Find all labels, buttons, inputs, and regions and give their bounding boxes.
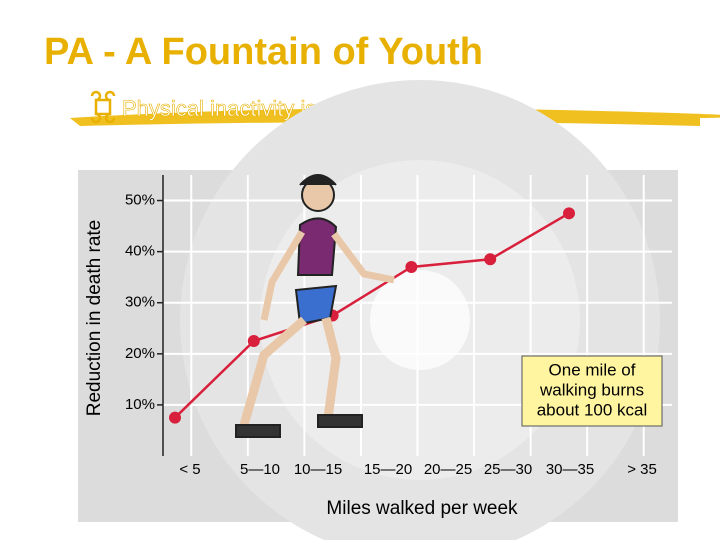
x-tick-label: > 35: [627, 461, 657, 478]
data-point: [405, 260, 418, 273]
data-point: [169, 411, 181, 424]
data-line: [174, 212, 570, 419]
y-axis-title: Reduction in death rate: [84, 220, 105, 416]
data-point: [247, 335, 260, 348]
x-tick-label: 10—15: [294, 461, 342, 478]
y-tick-label: 50%: [125, 192, 155, 209]
y-tick-label: 40%: [125, 243, 155, 260]
x-tick-label: 5—10: [240, 461, 280, 478]
panel-circle: [370, 270, 470, 370]
x-tick-label: 25—30: [484, 461, 532, 478]
x-axis-title: Miles walked per week: [326, 498, 518, 519]
annotation-line: One mile of: [549, 360, 636, 379]
slide-title: PA - A Fountain of Youth: [44, 31, 483, 73]
x-tick-label: 20—25: [424, 461, 472, 478]
data-point: [484, 253, 497, 266]
x-tick-label: < 5: [179, 461, 200, 478]
y-tick-label: 10%: [125, 396, 155, 413]
runner: [235, 174, 395, 438]
y-tick-label: 30%: [125, 294, 155, 311]
data-point: [563, 207, 575, 220]
x-tick-label: 15—20: [364, 461, 412, 478]
annotation-box: [521, 355, 663, 427]
annotation-line: walking burns: [539, 380, 644, 399]
annotation-line: about 100 kcal: [537, 400, 648, 419]
bullet-icon: [90, 90, 116, 124]
y-tick-label: 20%: [125, 345, 155, 362]
x-tick-label: 30—35: [546, 461, 594, 478]
